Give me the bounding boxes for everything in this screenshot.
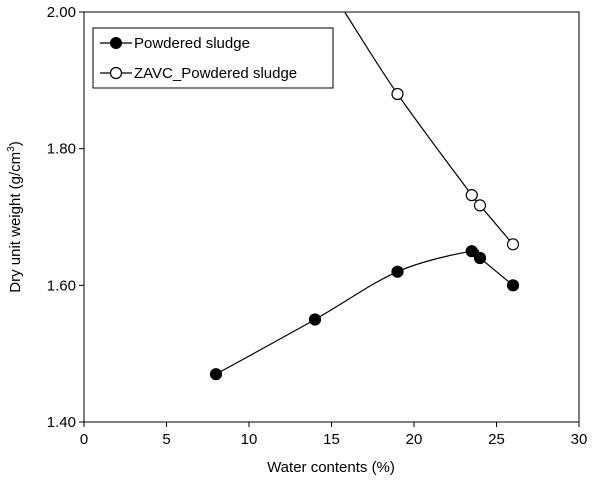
x-tick-label: 0 (80, 431, 88, 448)
y-axis-title: Dry unit weight (g/cm3) (6, 141, 24, 292)
markers-layer (209, 87, 520, 381)
x-tick-label: 5 (162, 431, 170, 448)
x-axis-title: Water contents (%) (267, 459, 395, 476)
legend-label-powdered-sludge: Powdered sludge (134, 35, 250, 52)
data-point-powdered-sludge (465, 245, 478, 258)
legend-label-zavc-powdered-sludge: ZAVC_Powdered sludge (134, 65, 297, 82)
series-line-powdered-sludge (215, 249, 514, 375)
data-point-powdered-sludge (308, 313, 322, 326)
data-point-powdered-sludge (473, 251, 487, 265)
x-tick-label: 15 (323, 431, 340, 448)
x-tick-label: 10 (241, 431, 258, 448)
y-axis-title-end: ) (7, 141, 24, 146)
legend-box (92, 27, 334, 89)
y-tick-label: 1.40 (47, 414, 76, 431)
y-axis-title-main: Dry unit weight (g/cm (7, 152, 24, 293)
y-axis-title-superscript: 3 (6, 146, 17, 152)
data-point-powdered-sludge (506, 279, 520, 292)
ticks-layer: 0 5 10 15 20 25 30 1.40 1.60 1.80 2.00 (47, 4, 588, 448)
x-tick-label: 20 (406, 431, 423, 448)
series-line-zavc-powdered-sludge (344, 11, 514, 245)
data-point-zavc-powdered-sludge (391, 87, 404, 101)
data-point-powdered-sludge (391, 265, 404, 278)
legend-marker-powdered-sludge (110, 37, 122, 49)
legend: Powdered sludge ZAVC_Powdered sludge (92, 27, 334, 89)
y-tick-label: 2.00 (47, 4, 76, 21)
x-tick-label: 30 (571, 431, 588, 448)
data-point-zavc-powdered-sludge (473, 199, 487, 212)
legend-marker-zavc-powdered-sludge (109, 66, 123, 80)
data-point-zavc-powdered-sludge (506, 238, 520, 251)
data-point-powdered-sludge (209, 368, 223, 381)
y-tick-label: 1.80 (47, 141, 76, 158)
data-point-zavc-powdered-sludge (465, 189, 478, 202)
x-tick-label: 25 (488, 431, 505, 448)
y-tick-label: 1.60 (47, 277, 76, 294)
